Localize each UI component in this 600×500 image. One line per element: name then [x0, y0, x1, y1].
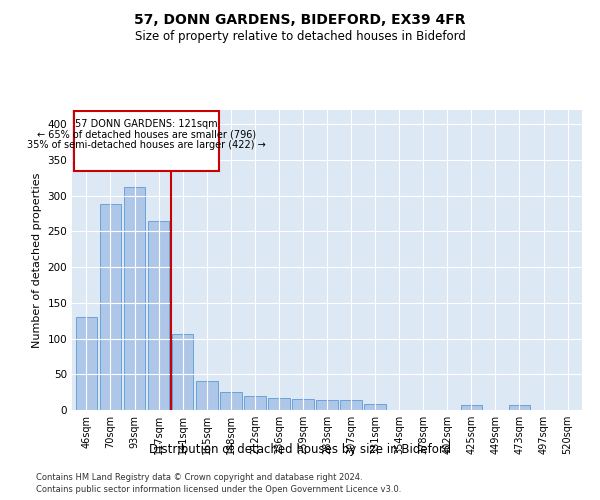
Bar: [461, 405, 482, 410]
Bar: [292, 398, 314, 410]
Text: ← 65% of detached houses are smaller (796): ← 65% of detached houses are smaller (79…: [37, 130, 256, 140]
Y-axis label: Number of detached properties: Number of detached properties: [32, 172, 42, 348]
FancyBboxPatch shape: [74, 112, 219, 170]
Bar: [340, 400, 362, 410]
Text: Size of property relative to detached houses in Bideford: Size of property relative to detached ho…: [134, 30, 466, 43]
Text: 35% of semi-detached houses are larger (422) →: 35% of semi-detached houses are larger (…: [27, 140, 266, 150]
Bar: [196, 382, 218, 410]
Bar: [148, 220, 169, 410]
Text: Contains public sector information licensed under the Open Government Licence v3: Contains public sector information licen…: [36, 485, 401, 494]
Bar: [100, 204, 121, 410]
Bar: [220, 392, 242, 410]
Bar: [76, 317, 97, 410]
Text: Contains HM Land Registry data © Crown copyright and database right 2024.: Contains HM Land Registry data © Crown c…: [36, 472, 362, 482]
Bar: [244, 396, 266, 410]
Bar: [509, 405, 530, 410]
Text: 57, DONN GARDENS, BIDEFORD, EX39 4FR: 57, DONN GARDENS, BIDEFORD, EX39 4FR: [134, 12, 466, 26]
Bar: [364, 404, 386, 410]
Bar: [268, 398, 290, 410]
Bar: [316, 400, 338, 410]
Text: 57 DONN GARDENS: 121sqm: 57 DONN GARDENS: 121sqm: [75, 118, 218, 128]
Bar: [124, 187, 145, 410]
Bar: [172, 334, 193, 410]
Text: Distribution of detached houses by size in Bideford: Distribution of detached houses by size …: [149, 442, 451, 456]
